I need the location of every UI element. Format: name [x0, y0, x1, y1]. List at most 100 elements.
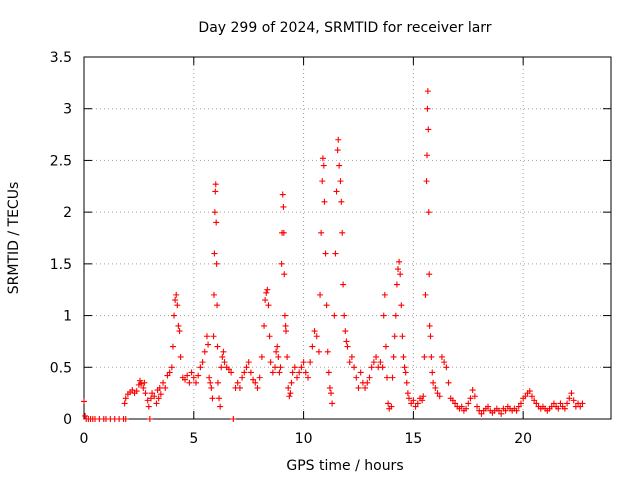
data-point [421, 353, 428, 360]
data-point [322, 250, 329, 257]
data-point [443, 364, 450, 371]
data-point [426, 271, 433, 278]
data-point [438, 353, 445, 360]
data-point [526, 388, 533, 395]
data-point [177, 353, 184, 360]
y-tick-label: 3.5 [50, 50, 72, 66]
data-point [579, 400, 586, 407]
data-point [513, 407, 520, 414]
data-point [160, 379, 167, 386]
data-point [261, 322, 268, 329]
data-point [517, 400, 524, 407]
data-point [380, 312, 387, 319]
data-point [147, 395, 154, 402]
data-point [234, 379, 241, 386]
data-point [168, 364, 175, 371]
data-point [531, 397, 538, 404]
data-point [258, 353, 265, 360]
data-point [561, 405, 568, 412]
data-point [211, 209, 218, 216]
data-point [557, 400, 564, 407]
data-point [381, 291, 388, 298]
data-point [341, 312, 348, 319]
data-point [370, 359, 377, 366]
data-point [267, 359, 274, 366]
data-point [184, 372, 191, 379]
data-point [214, 343, 221, 350]
data-point [144, 397, 151, 404]
data-point [269, 369, 276, 376]
data-point [412, 403, 419, 410]
data-point [463, 405, 470, 412]
data-point [141, 379, 148, 386]
data-point [174, 302, 181, 309]
data-point [195, 372, 202, 379]
x-tick-label: 10 [295, 431, 313, 447]
y-tick-label: 2 [63, 205, 72, 221]
data-point [414, 400, 421, 407]
data-point [279, 191, 286, 198]
data-point [364, 379, 371, 386]
data-point [515, 403, 522, 410]
data-point [236, 384, 243, 391]
data-point [408, 400, 415, 407]
data-point [377, 359, 384, 366]
data-point [423, 178, 430, 185]
data-point [326, 384, 333, 391]
data-point [284, 353, 291, 360]
data-point [262, 297, 269, 304]
data-point [315, 348, 322, 355]
data-point [348, 353, 355, 360]
data-point [555, 405, 562, 412]
data-point [188, 369, 195, 376]
data-point [357, 369, 364, 376]
data-point [280, 229, 287, 236]
data-point [434, 390, 441, 397]
data-point [309, 343, 316, 350]
data-point [155, 395, 162, 402]
data-point [280, 203, 287, 210]
data-point [467, 395, 474, 402]
data-point [449, 397, 456, 404]
data-point [311, 328, 318, 335]
data-point [140, 384, 147, 391]
data-point [221, 359, 228, 366]
data-point [339, 229, 346, 236]
data-point [172, 297, 179, 304]
data-point [176, 328, 183, 335]
data-point [203, 333, 210, 340]
data-point [496, 407, 503, 414]
data-point [263, 289, 270, 296]
data-point [428, 353, 435, 360]
data-point [129, 387, 136, 394]
data-point [173, 291, 180, 298]
data-point [528, 393, 535, 400]
data-point [422, 291, 429, 298]
data-point [265, 302, 272, 309]
y-tick-label: 3 [63, 102, 72, 118]
y-axis-label: SRMTID / TECUs [6, 182, 22, 295]
data-point [145, 403, 152, 410]
data-point [432, 384, 439, 391]
data-series-srmtid [81, 88, 586, 422]
data-point [403, 379, 410, 386]
data-point [368, 364, 375, 371]
data-point [353, 374, 360, 381]
data-point [389, 374, 396, 381]
data-point [390, 353, 397, 360]
data-point [355, 384, 362, 391]
data-point [564, 400, 571, 407]
data-point [385, 400, 392, 407]
data-point [577, 403, 584, 410]
data-point [275, 353, 282, 360]
data-point [362, 384, 369, 391]
data-point [570, 397, 577, 404]
data-point [285, 384, 292, 391]
data-point [256, 374, 263, 381]
data-point [216, 395, 223, 402]
data-point [169, 343, 176, 350]
data-point [351, 364, 358, 371]
data-point [401, 364, 408, 371]
data-point [373, 353, 380, 360]
